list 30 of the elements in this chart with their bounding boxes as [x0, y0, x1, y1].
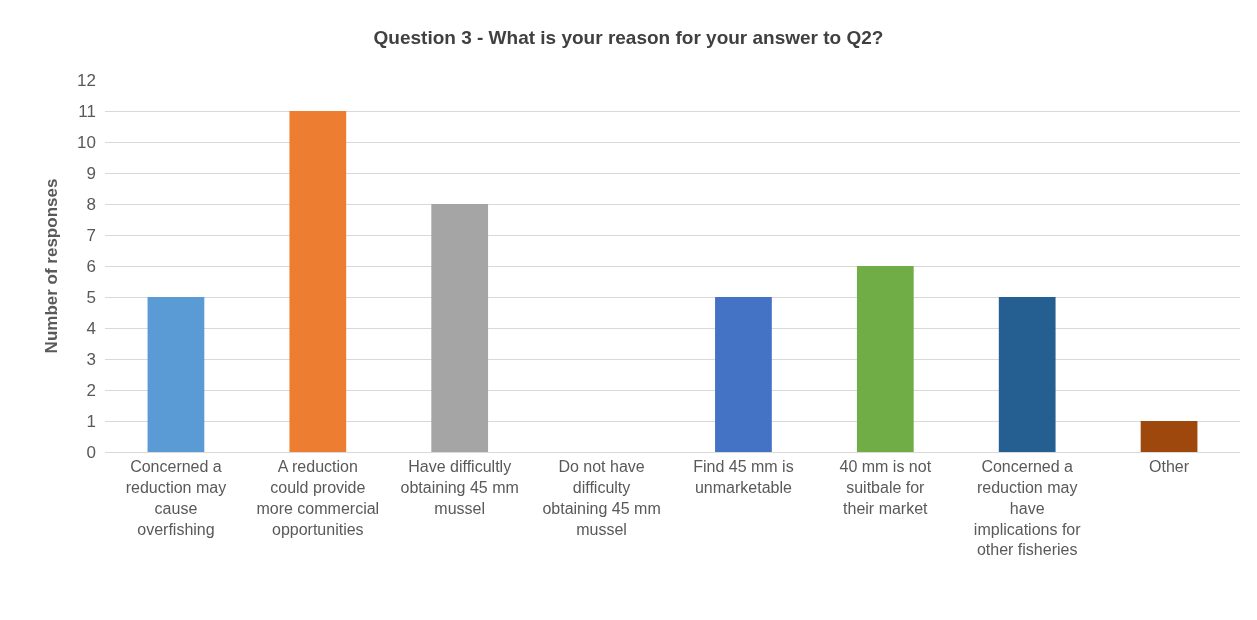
y-tick-label: 5 — [86, 287, 96, 307]
chart-title: Question 3 - What is your reason for your answer to Q2? — [373, 27, 884, 49]
y-tick-label: 0 — [86, 442, 96, 462]
y-tick-label: 11 — [78, 101, 96, 121]
x-tick-label: Concerned a reduction may cause overfishing — [125, 458, 227, 538]
bar — [289, 111, 347, 452]
bar — [856, 266, 914, 452]
x-tick-label: Concerned a reduction may have implications for other fisheries — [973, 458, 1082, 559]
x-tick-label: Other — [1149, 458, 1190, 476]
x-tick-label: A reduction could provide more commercial opportunities — [256, 458, 380, 538]
bar — [715, 297, 772, 452]
bar — [147, 297, 205, 452]
y-tick-label: 1 — [86, 411, 96, 431]
y-tick-label: 7 — [86, 225, 96, 245]
bar — [998, 297, 1056, 452]
bar — [431, 204, 489, 452]
x-tick-label: Do not have difficulty obtaining 45 mm mussel — [542, 458, 661, 538]
x-tick-label: 40 mm is not suitbale for their market — [839, 458, 932, 517]
bar — [1140, 421, 1198, 452]
y-tick-label: 4 — [86, 318, 96, 338]
x-tick-label: Have difficultly obtaining 45 mm mussel — [400, 458, 519, 517]
y-tick-label: 2 — [86, 380, 96, 400]
y-tick-label: 3 — [86, 349, 96, 369]
y-tick-label: 9 — [86, 163, 96, 183]
y-tick-label: 8 — [86, 194, 96, 214]
y-tick-label: 6 — [86, 256, 96, 276]
x-tick-label: Find 45 mm is unmarketable — [693, 458, 794, 496]
y-tick-label: 10 — [77, 132, 96, 152]
y-tick-label: 12 — [77, 70, 96, 90]
y-axis-title: Number of responses — [41, 178, 61, 354]
